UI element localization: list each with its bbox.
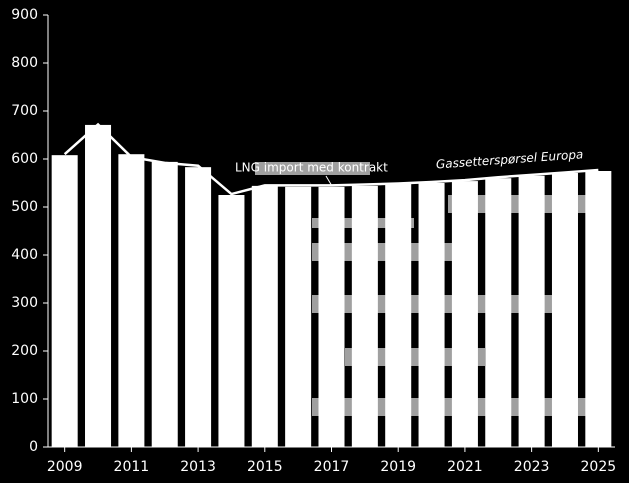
bar bbox=[251, 185, 278, 447]
bar bbox=[351, 185, 378, 447]
line-label: Gassetterspørsel Europa bbox=[435, 147, 583, 171]
bar bbox=[85, 124, 112, 448]
y-tick-label: 700 bbox=[11, 103, 38, 119]
x-tick-label: 2025 bbox=[581, 459, 617, 475]
bar bbox=[218, 195, 245, 447]
x-tick-label: 2019 bbox=[380, 459, 416, 475]
y-tick-label: 200 bbox=[11, 343, 38, 359]
x-tick-label: 2017 bbox=[314, 459, 350, 475]
x-tick-label: 2011 bbox=[114, 459, 150, 475]
y-tick-label: 400 bbox=[11, 247, 38, 263]
label-box bbox=[255, 162, 370, 175]
y-tick-label: 500 bbox=[11, 199, 38, 215]
bar bbox=[51, 155, 78, 447]
x-tick-label: 2023 bbox=[514, 459, 550, 475]
y-tick-label: 800 bbox=[11, 55, 38, 71]
bar bbox=[418, 183, 445, 447]
bar bbox=[185, 167, 212, 447]
label-box bbox=[345, 348, 485, 366]
bar bbox=[385, 183, 412, 447]
y-tick-label: 0 bbox=[29, 439, 38, 455]
x-tick-label: 2015 bbox=[247, 459, 283, 475]
y-tick-label: 600 bbox=[11, 151, 38, 167]
y-tick-label: 300 bbox=[11, 295, 38, 311]
annotation: LNG import med kontrakt bbox=[235, 161, 388, 175]
y-tick-label: 100 bbox=[11, 391, 38, 407]
bar bbox=[485, 178, 512, 447]
label-box bbox=[312, 243, 452, 261]
bar bbox=[551, 172, 578, 448]
bar bbox=[118, 154, 145, 447]
bar bbox=[318, 186, 345, 447]
bar bbox=[285, 186, 312, 447]
x-tick-label: 2013 bbox=[180, 459, 216, 475]
bar bbox=[451, 181, 478, 447]
bar bbox=[585, 171, 612, 447]
x-tick-label: 2021 bbox=[447, 459, 483, 475]
annotation-leader bbox=[325, 175, 333, 187]
y-tick-label: 900 bbox=[11, 7, 38, 23]
bar bbox=[151, 161, 178, 447]
x-tick-label: 2009 bbox=[47, 459, 83, 475]
bar bbox=[518, 175, 545, 448]
